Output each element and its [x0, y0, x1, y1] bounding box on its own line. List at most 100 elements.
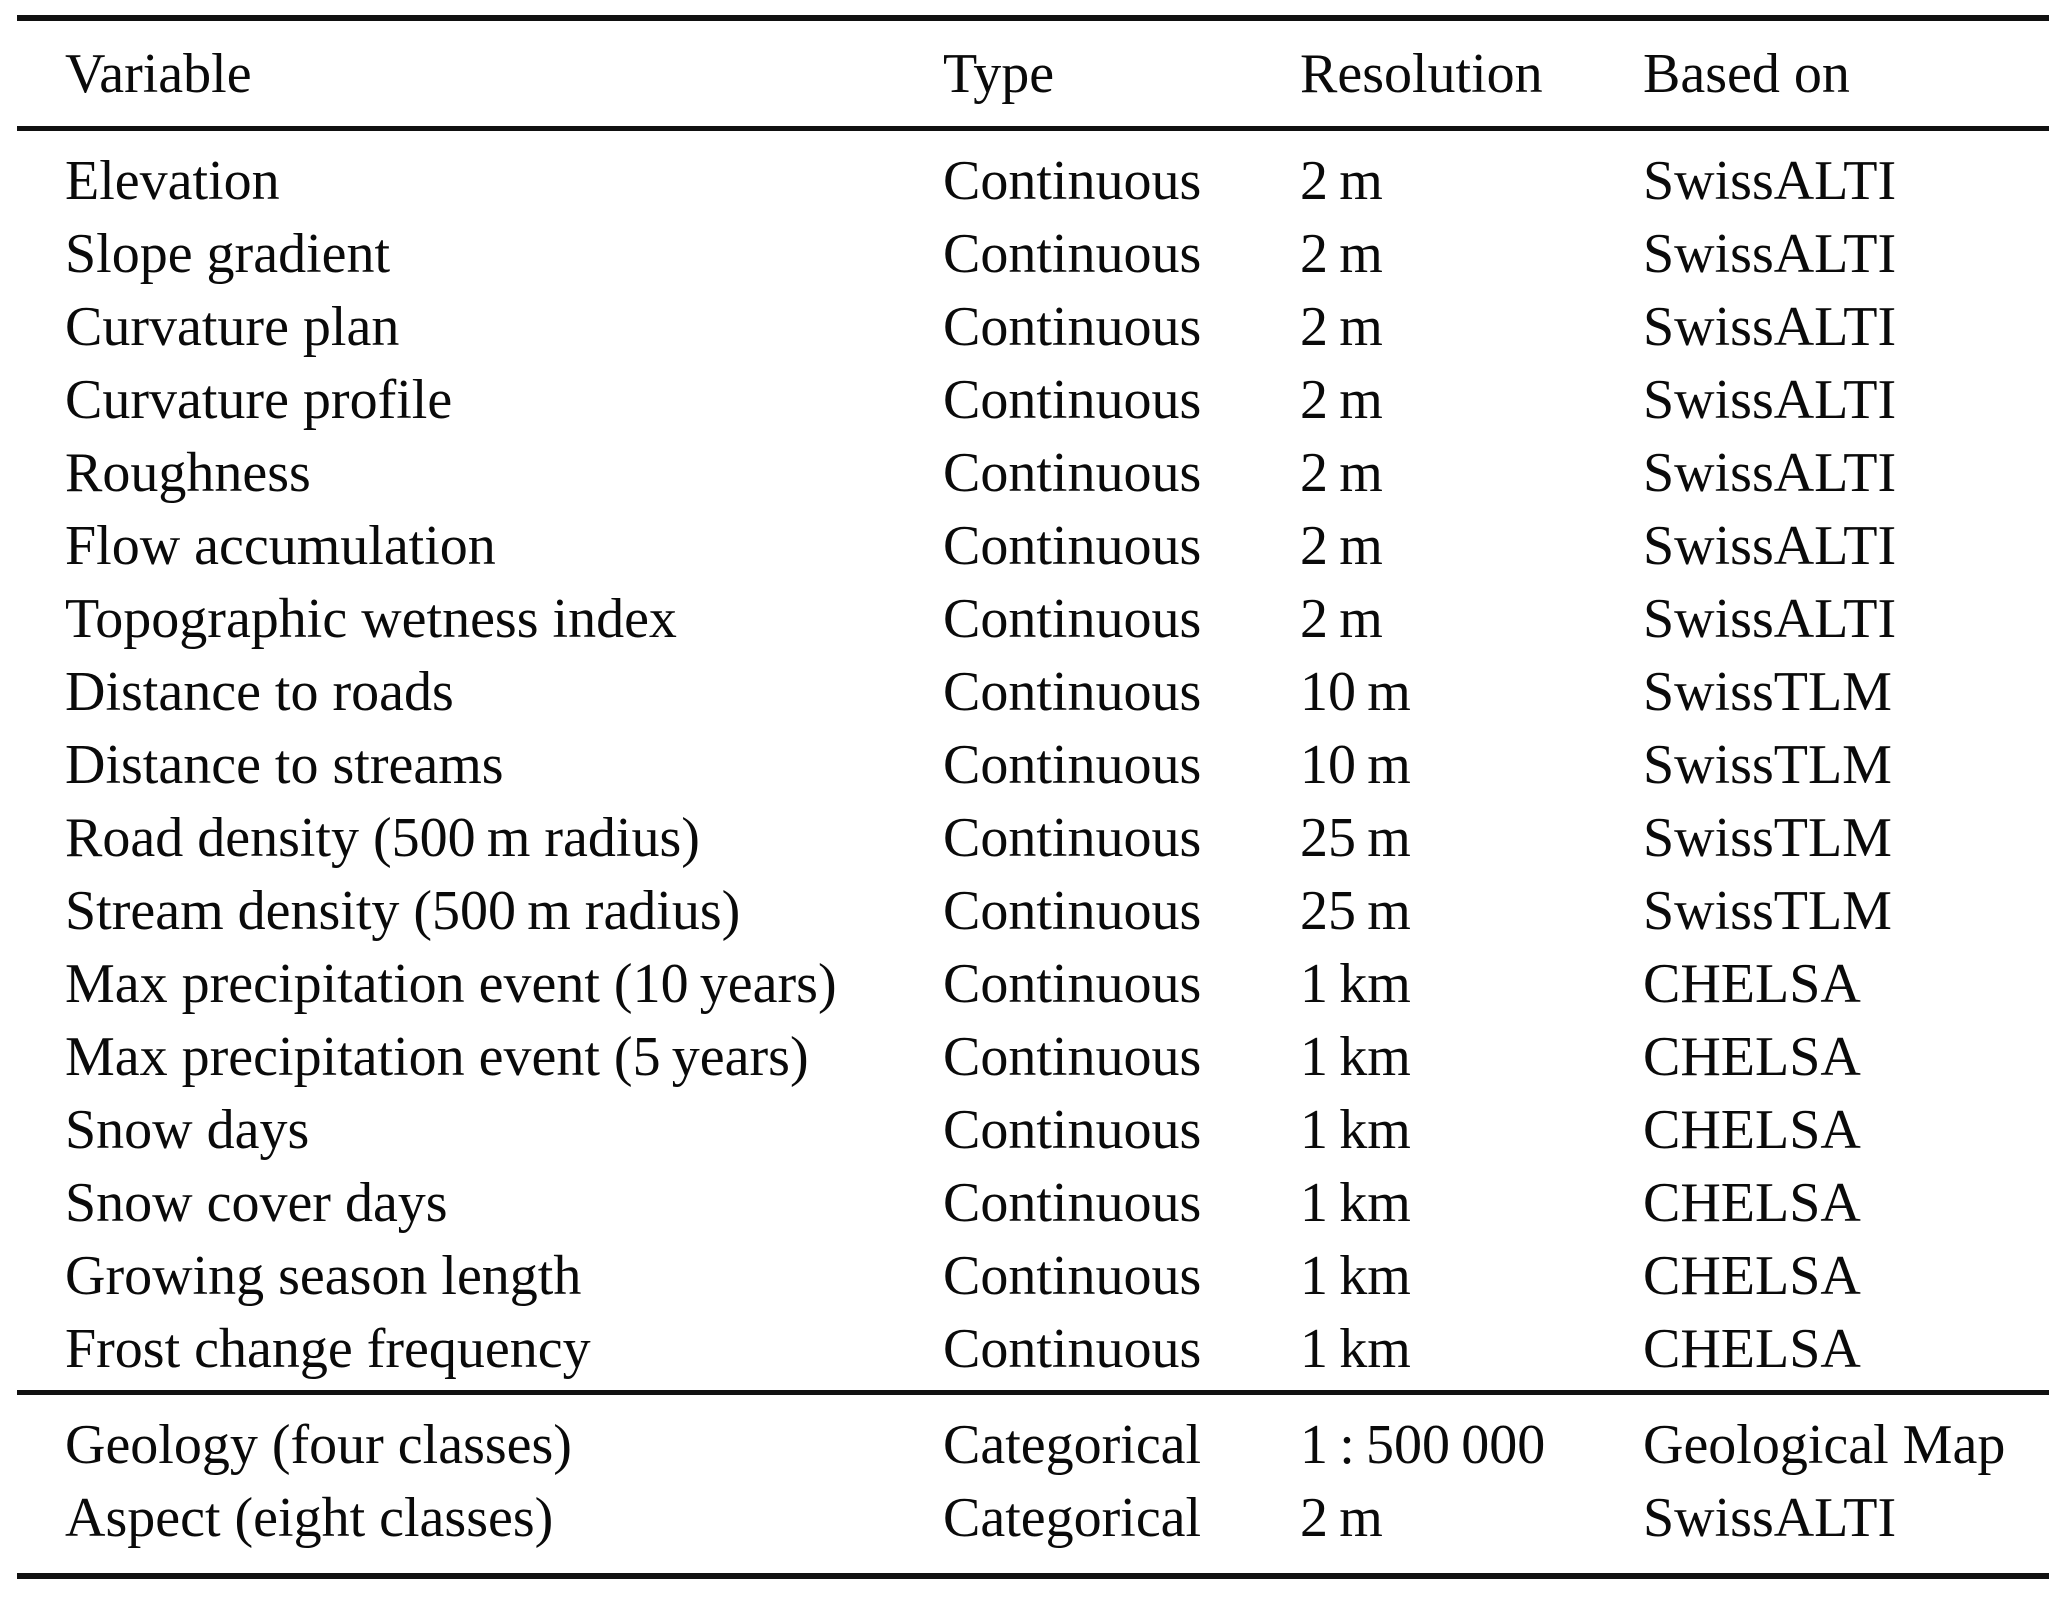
table-row: Max precipitation event (5 years) Continu…	[17, 1021, 2049, 1094]
cell-variable: Elevation	[65, 150, 280, 212]
table-row: Geology (four classes) Categorical 1 : 500…	[17, 1409, 2049, 1482]
cell-based-on: CHELSA	[1643, 1099, 1861, 1161]
cell-resolution: 10 m	[1300, 734, 1411, 796]
table-row: Stream density (500 m radius) Continuous 2…	[17, 875, 2049, 948]
cell-type: Continuous	[943, 296, 1202, 358]
cell-type: Continuous	[943, 1318, 1202, 1380]
table-row: Curvature profile Continuous 2 m SwissALTI	[17, 364, 2049, 437]
cell-type: Continuous	[943, 1099, 1202, 1161]
column-header-based-on: Based on	[1643, 42, 1850, 105]
cell-based-on: CHELSA	[1643, 1245, 1861, 1307]
table-row: Flow accumulation Continuous 2 m SwissALTI	[17, 510, 2049, 583]
cell-based-on: SwissALTI	[1643, 442, 1897, 504]
cell-type: Continuous	[943, 588, 1202, 650]
cell-based-on: SwissALTI	[1643, 369, 1897, 431]
cell-based-on: SwissALTI	[1643, 223, 1897, 285]
cell-type: Continuous	[943, 880, 1202, 942]
table-section-continuous: Elevation Continuous 2 m SwissALTI Slope gra…	[17, 131, 2049, 1390]
table-row: Aspect (eight classes) Categorical 2 m Swis…	[17, 1482, 2049, 1555]
table-section-categorical: Geology (four classes) Categorical 1 : 500…	[17, 1395, 2049, 1573]
cell-type: Categorical	[943, 1414, 1202, 1476]
cell-resolution: 2 m	[1300, 296, 1383, 358]
cell-based-on: SwissALTI	[1643, 150, 1897, 212]
table-row: Growing season length Continuous 1 km CHELS…	[17, 1240, 2049, 1313]
cell-resolution: 1 km	[1300, 1099, 1411, 1161]
table-header-row: Variable Type Resolution Based on	[17, 21, 2049, 126]
cell-variable: Frost change frequency	[65, 1318, 591, 1380]
cell-based-on: SwissTLM	[1643, 807, 1892, 869]
cell-variable: Road density (500 m radius)	[65, 807, 700, 869]
cell-based-on: Geological Map	[1643, 1414, 2006, 1476]
cell-type: Continuous	[943, 150, 1202, 212]
table-row: Frost change frequency Continuous 1 km CHEL…	[17, 1313, 2049, 1386]
cell-variable: Max precipitation event (5 years)	[65, 1026, 809, 1088]
cell-based-on: SwissALTI	[1643, 1487, 1897, 1549]
cell-based-on: CHELSA	[1643, 1318, 1861, 1380]
cell-type: Continuous	[943, 807, 1202, 869]
table-row: Road density (500 m radius) Continuous 25 …	[17, 802, 2049, 875]
table-row: Slope gradient Continuous 2 m SwissALTI	[17, 218, 2049, 291]
cell-resolution: 1 km	[1300, 1245, 1411, 1307]
table-row: Max precipitation event (10 years) Contin…	[17, 948, 2049, 1021]
cell-resolution: 25 m	[1300, 807, 1411, 869]
cell-type: Continuous	[943, 734, 1202, 796]
cell-type: Continuous	[943, 661, 1202, 723]
cell-variable: Snow days	[65, 1099, 310, 1161]
cell-variable: Max precipitation event (10 years)	[65, 953, 837, 1015]
cell-resolution: 2 m	[1300, 588, 1383, 650]
cell-based-on: SwissTLM	[1643, 734, 1892, 796]
cell-resolution: 1 : 500 000	[1300, 1414, 1546, 1476]
cell-variable: Geology (four classes)	[65, 1414, 572, 1476]
cell-type: Continuous	[943, 442, 1202, 504]
variables-table: Variable Type Resolution Based on Elevat…	[17, 15, 2049, 1579]
cell-type: Continuous	[943, 1245, 1202, 1307]
cell-based-on: CHELSA	[1643, 953, 1861, 1015]
table-row: Topographic wetness index Continuous 2 m Sw…	[17, 583, 2049, 656]
cell-type: Continuous	[943, 953, 1202, 1015]
table-row: Snow cover days Continuous 1 km CHELSA	[17, 1167, 2049, 1240]
cell-type: Continuous	[943, 1172, 1202, 1234]
column-header-type: Type	[943, 42, 1055, 105]
cell-variable: Aspect (eight classes)	[65, 1487, 554, 1549]
cell-resolution: 2 m	[1300, 369, 1383, 431]
cell-variable: Roughness	[65, 442, 311, 504]
cell-resolution: 1 km	[1300, 953, 1411, 1015]
cell-based-on: SwissTLM	[1643, 880, 1892, 942]
cell-based-on: SwissTLM	[1643, 661, 1892, 723]
table-row: Elevation Continuous 2 m SwissALTI	[17, 145, 2049, 218]
cell-resolution: 10 m	[1300, 661, 1411, 723]
cell-resolution: 2 m	[1300, 150, 1383, 212]
cell-based-on: SwissALTI	[1643, 515, 1897, 577]
cell-variable: Curvature plan	[65, 296, 400, 358]
mid-rule	[17, 1390, 2049, 1395]
cell-variable: Flow accumulation	[65, 515, 496, 577]
column-header-variable: Variable	[65, 42, 252, 105]
cell-based-on: SwissALTI	[1643, 588, 1897, 650]
cell-variable: Distance to streams	[65, 734, 504, 796]
cell-based-on: CHELSA	[1643, 1026, 1861, 1088]
cell-based-on: CHELSA	[1643, 1172, 1861, 1234]
cell-resolution: 1 km	[1300, 1026, 1411, 1088]
table-row: Curvature plan Continuous 2 m SwissALTI	[17, 291, 2049, 364]
cell-resolution: 2 m	[1300, 223, 1383, 285]
cell-variable: Slope gradient	[65, 223, 391, 285]
cell-variable: Curvature profile	[65, 369, 453, 431]
table-row: Roughness Continuous 2 m SwissALTI	[17, 437, 2049, 510]
table-row: Distance to roads Continuous 10 m SwissTLM	[17, 656, 2049, 729]
cell-type: Continuous	[943, 1026, 1202, 1088]
bottom-rule	[17, 1573, 2049, 1579]
top-rule	[17, 15, 2049, 21]
cell-resolution: 2 m	[1300, 442, 1383, 504]
cell-type: Continuous	[943, 369, 1202, 431]
cell-variable: Stream density (500 m radius)	[65, 880, 741, 942]
cell-variable: Snow cover days	[65, 1172, 448, 1234]
cell-variable: Distance to roads	[65, 661, 454, 723]
cell-variable: Topographic wetness index	[65, 588, 677, 650]
cell-resolution: 1 km	[1300, 1318, 1411, 1380]
cell-resolution: 2 m	[1300, 1487, 1383, 1549]
cell-type: Continuous	[943, 515, 1202, 577]
column-header-resolution: Resolution	[1300, 42, 1543, 105]
table-row: Distance to streams Continuous 10 m SwissTL…	[17, 729, 2049, 802]
cell-resolution: 1 km	[1300, 1172, 1411, 1234]
cell-type: Categorical	[943, 1487, 1202, 1549]
